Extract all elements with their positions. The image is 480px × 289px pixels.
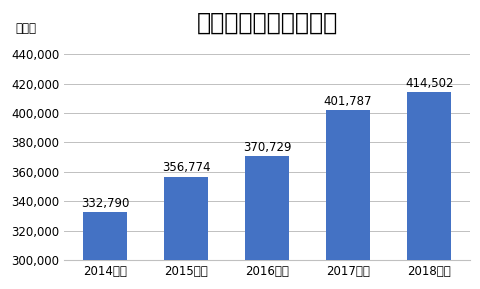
Text: 414,502: 414,502 bbox=[404, 77, 453, 90]
Text: 332,790: 332,790 bbox=[81, 197, 129, 210]
Bar bbox=[325, 110, 370, 289]
Bar bbox=[244, 156, 289, 289]
Text: 401,787: 401,787 bbox=[323, 95, 372, 108]
Text: （人）: （人） bbox=[15, 22, 36, 35]
Bar bbox=[83, 212, 127, 289]
Title: 小学生以下の志願者数: 小学生以下の志願者数 bbox=[196, 11, 337, 35]
Text: 356,774: 356,774 bbox=[161, 161, 210, 174]
Bar bbox=[163, 177, 208, 289]
Bar bbox=[406, 92, 451, 289]
Text: 370,729: 370,729 bbox=[242, 141, 291, 154]
